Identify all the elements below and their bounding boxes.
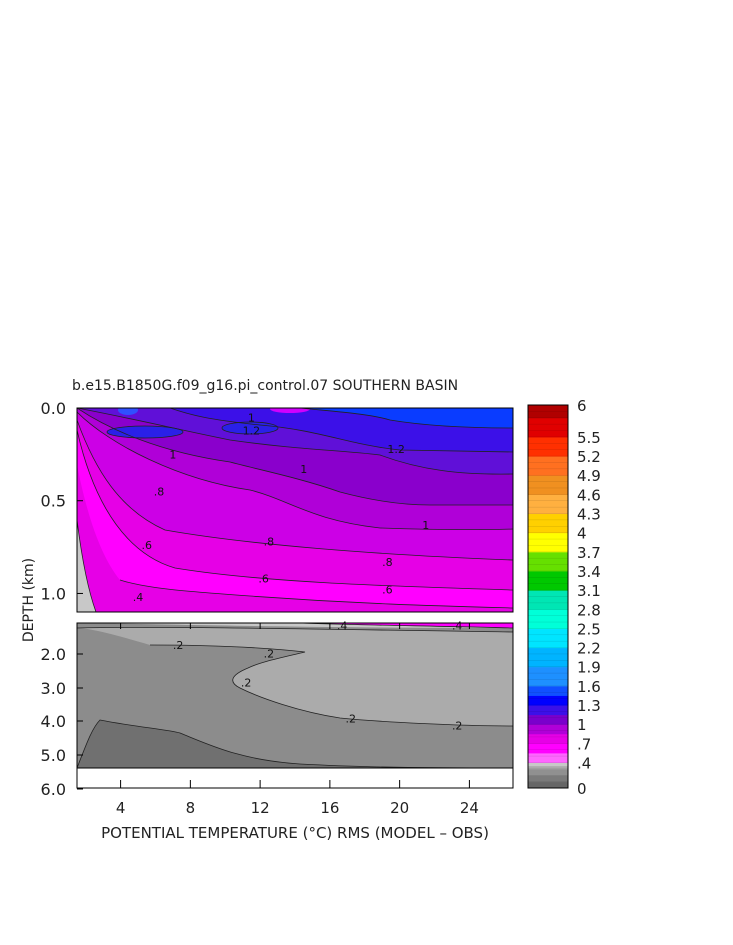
colorbar-swatch xyxy=(528,609,568,629)
y-tick-label: 5.0 xyxy=(41,746,66,765)
chart-title: b.e15.B1850G.f09_g16.pi_control.07 SOUTH… xyxy=(72,378,458,394)
contour-label: .6 xyxy=(142,539,153,552)
axes: 4 8 12 16 20 24 0.0 0.5 1.0 2.0 3.0 4.0 5.0 6.0 xyxy=(41,399,479,817)
colorbar-label: 4.6 xyxy=(577,486,601,504)
contour-label: .2 xyxy=(241,677,252,690)
colorbar-swatch xyxy=(528,752,568,763)
contour-label: .4 xyxy=(133,591,144,604)
lower-panel xyxy=(76,622,514,789)
colorbar-swatch xyxy=(528,436,568,457)
contour-label: 1 xyxy=(169,448,176,461)
colorbar-swatch xyxy=(528,590,568,610)
x-tick-label: 12 xyxy=(251,799,270,817)
contour-label: .2 xyxy=(264,648,275,661)
colorbar-swatch xyxy=(528,775,568,783)
colorbar-swatch xyxy=(528,405,568,419)
colorbar-swatch xyxy=(528,685,568,696)
contour-label: 1 xyxy=(248,411,255,424)
colorbar-swatch xyxy=(528,765,568,770)
colorbar-swatch xyxy=(528,417,568,438)
contour-label: 1 xyxy=(300,463,307,476)
colorbar-label: 1.3 xyxy=(577,697,601,715)
x-tick-label: 20 xyxy=(390,799,409,817)
y-tick-label: 3.0 xyxy=(41,679,66,698)
y-tick-label: 6.0 xyxy=(41,780,66,799)
y-tick-label: 4.0 xyxy=(41,712,66,731)
colorbar-swatch xyxy=(528,768,568,776)
contour-label: .8 xyxy=(154,485,165,498)
y-axis-label: DEPTH (km) xyxy=(21,558,37,642)
colorbar-swatch xyxy=(528,705,568,716)
colorbar-swatch xyxy=(528,475,568,495)
colorbar-label: 1.6 xyxy=(577,678,601,696)
colorbar-label: 4 xyxy=(577,525,587,543)
colorbar-label: .4 xyxy=(577,754,591,772)
colorbar-label: 2.5 xyxy=(577,620,601,638)
colorbar-swatch xyxy=(528,456,568,476)
colorbar-label: 4.9 xyxy=(577,467,601,485)
lower-plot-frame xyxy=(76,622,514,789)
colorbar-swatch xyxy=(528,666,568,687)
colorbar-swatch xyxy=(528,733,568,744)
colorbar-label: 2.8 xyxy=(577,601,601,619)
colorbar-swatch xyxy=(528,724,568,735)
y-tick-label: 2.0 xyxy=(41,645,66,664)
colorbar-swatch xyxy=(528,743,568,754)
colorbar-swatch xyxy=(528,570,568,591)
colorbar-label: .7 xyxy=(577,735,591,753)
contour-label: .4 xyxy=(337,620,348,633)
colorbar-swatch xyxy=(528,781,568,789)
colorbar-label: 3.4 xyxy=(577,563,601,581)
colorbar-label: 3.1 xyxy=(577,582,601,600)
x-tick-label: 8 xyxy=(186,799,196,817)
contour-label: .6 xyxy=(382,584,393,597)
contour-label: .4 xyxy=(452,620,463,633)
colorbar-label: 3.7 xyxy=(577,544,601,562)
contour-label: .6 xyxy=(258,573,269,586)
colorbar-swatch xyxy=(528,628,568,649)
colorbar-swatch xyxy=(528,714,568,725)
colorbar-swatch xyxy=(528,762,568,767)
colorbar-swatch xyxy=(528,494,568,515)
x-axis-label: POTENTIAL TEMPERATURE (°C) RMS (MODEL – … xyxy=(101,824,489,842)
colorbar-frame xyxy=(527,404,569,789)
contour-label: 1.2 xyxy=(243,424,261,437)
colorbar-swatch xyxy=(528,647,568,668)
contour-label: .2 xyxy=(173,639,184,652)
colorbar-swatch xyxy=(528,532,568,553)
colorbar-label: 6 xyxy=(577,397,587,415)
x-tick-label: 16 xyxy=(320,799,339,817)
contour-label: .8 xyxy=(264,536,275,549)
x-tick-label: 4 xyxy=(116,799,126,817)
y-tick-label: 0.5 xyxy=(41,492,66,511)
colorbar-label: 1.9 xyxy=(577,659,601,677)
contour-label: 1.2 xyxy=(387,443,405,456)
colorbar-label: 1 xyxy=(577,716,587,734)
colorbar-label: 5.5 xyxy=(577,429,601,447)
colorbar-label: 2.2 xyxy=(577,640,601,658)
contour-label: .2 xyxy=(346,713,357,726)
contour-label: .8 xyxy=(382,556,393,569)
colorbar-label: 0 xyxy=(577,780,587,798)
x-tick-label: 24 xyxy=(460,799,479,817)
colorbar-swatch xyxy=(528,695,568,706)
colorbar-label: 4.3 xyxy=(577,506,601,524)
y-tick-label: 0.0 xyxy=(41,399,66,418)
upper-panel xyxy=(76,407,514,613)
contour-label: 1 xyxy=(422,519,429,532)
colorbar-swatch xyxy=(528,513,568,534)
colorbar-swatch xyxy=(528,551,568,572)
contour-label: .2 xyxy=(452,719,463,732)
upper-plot-frame xyxy=(76,407,514,613)
colorbar: 65.55.24.94.64.343.73.43.12.82.52.21.91.… xyxy=(527,397,601,798)
y-tick-label: 1.0 xyxy=(41,584,66,603)
colorbar-label: 5.2 xyxy=(577,448,601,466)
